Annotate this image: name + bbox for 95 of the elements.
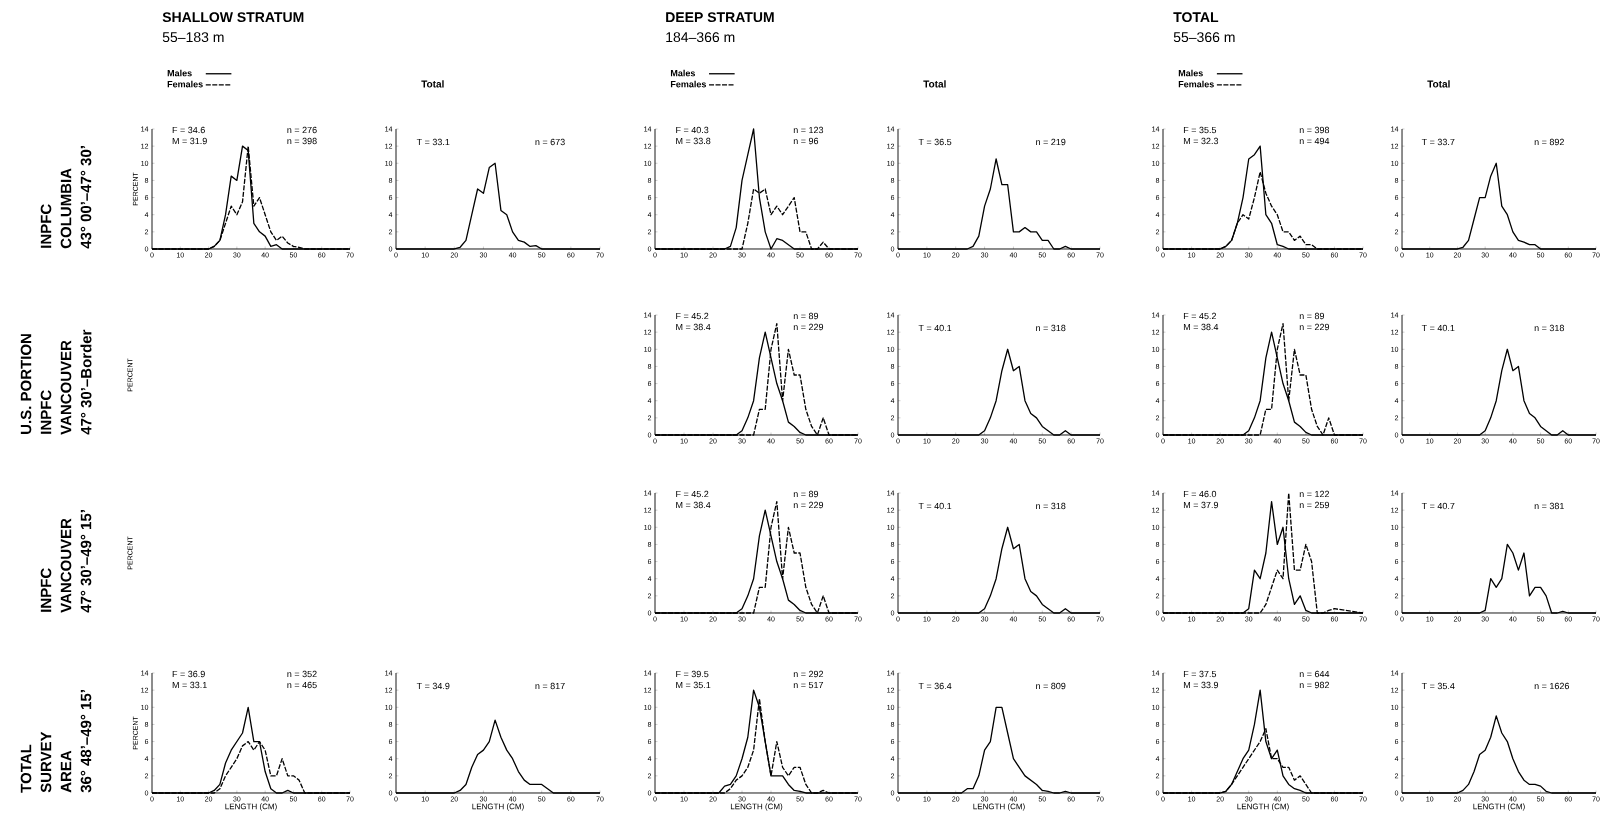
- x-axis-title: LENGTH (CM): [973, 803, 1025, 811]
- annotation: n = 96: [793, 137, 819, 145]
- annotation: M = 31.9: [172, 137, 207, 145]
- annotation: F = 39.5: [676, 670, 709, 678]
- legend-label: Males: [1178, 69, 1203, 77]
- annotation: T = 34.9: [416, 682, 450, 690]
- annotation: M = 35.1: [676, 681, 711, 689]
- annotation: F = 45.2: [676, 490, 709, 498]
- annotation: n = 219: [1036, 138, 1066, 146]
- annotation: F = 40.3: [676, 126, 709, 134]
- annotation: T = 40.7: [1421, 502, 1455, 510]
- chart-title: TOTAL: [1173, 12, 1219, 23]
- text: VANCOUVER: [60, 518, 72, 613]
- annotation: F = 35.5: [1183, 126, 1217, 134]
- text: INPFC: [40, 204, 52, 248]
- text: VANCOUVER: [60, 340, 72, 435]
- annotation: F = 46.0: [1183, 490, 1217, 498]
- chart-title: DEEP STRATUM: [666, 12, 774, 23]
- text: 47° 30’–Border: [80, 329, 92, 435]
- text: 36° 48’–49° 15’: [80, 690, 92, 793]
- text: SURVEY: [40, 731, 52, 793]
- annotation: T = 33.7: [1421, 138, 1455, 146]
- x-axis-title: LENGTH (CM): [1237, 803, 1289, 811]
- annotation: n = 276: [287, 126, 317, 134]
- annotation: T = 36.5: [918, 138, 952, 146]
- annotation: F = 37.5: [1183, 670, 1217, 678]
- annotation: n = 259: [1299, 501, 1330, 509]
- annotation: M = 32.3: [1183, 137, 1219, 145]
- annotation: n = 517: [793, 681, 824, 689]
- text: INPFC: [40, 390, 52, 434]
- annotation: n = 817: [535, 682, 565, 690]
- annotation: n = 229: [793, 501, 824, 509]
- annotation: n = 1626: [1534, 682, 1570, 690]
- x-axis-title: LENGTH (CM): [472, 803, 524, 811]
- x-axis-title: LENGTH (CM): [225, 803, 277, 811]
- annotation: n = 381: [1534, 502, 1564, 510]
- annotation: n = 229: [793, 323, 824, 331]
- chart-subtitle: 55–366 m: [1173, 32, 1235, 43]
- annotation: n = 398: [287, 137, 317, 145]
- chart-title: SHALLOW STRATUM: [162, 12, 304, 23]
- annotation: n = 123: [793, 126, 824, 134]
- annotation: T = 40.1: [918, 502, 952, 510]
- legend-label: Females: [1178, 80, 1214, 88]
- annotation: n = 809: [1036, 682, 1066, 690]
- annotation: n = 89: [793, 312, 819, 320]
- text: TOTAL: [20, 744, 32, 793]
- x-axis-title: LENGTH (CM): [1473, 803, 1525, 811]
- annotation: M = 38.4: [676, 501, 711, 509]
- annotation: M = 33.8: [676, 137, 711, 145]
- legend-label: Males: [670, 69, 696, 77]
- annotation: F = 34.6: [172, 126, 205, 134]
- annotation: F = 36.9: [172, 670, 205, 678]
- text: COLUMBIA: [60, 168, 72, 249]
- annotation: F = 45.2: [676, 312, 709, 320]
- chart-subtitle: 55–183 m: [162, 32, 224, 43]
- annotation: n = 465: [287, 681, 317, 689]
- legend-label: Males: [167, 69, 192, 77]
- text: U.S. PORTION: [20, 334, 32, 434]
- annotation: n = 398: [1299, 126, 1330, 134]
- annotation: M = 33.1: [172, 681, 207, 689]
- chart-title: Total: [923, 80, 946, 88]
- text: AREA: [60, 750, 72, 793]
- annotation: n = 292: [793, 670, 824, 678]
- annotation: n = 644: [1299, 670, 1330, 678]
- text: 47° 30’–49° 15’: [80, 510, 92, 613]
- annotation: T = 33.1: [416, 138, 450, 146]
- x-axis-title: LENGTH (CM): [730, 803, 783, 811]
- text: INPFC: [40, 568, 52, 612]
- annotation: n = 318: [1036, 324, 1066, 332]
- chart-title: Total: [421, 80, 444, 88]
- annotation: n = 229: [1299, 323, 1330, 331]
- annotation: n = 892: [1534, 138, 1564, 146]
- chart-subtitle: 184–366 m: [666, 32, 735, 43]
- annotation: T = 36.4: [918, 682, 952, 690]
- annotation: n = 122: [1299, 490, 1330, 498]
- annotation: M = 38.4: [1183, 323, 1219, 331]
- annotation: n = 673: [535, 138, 565, 146]
- annotation: T = 40.1: [918, 324, 952, 332]
- legend-label: Females: [670, 80, 707, 88]
- chart-title: Total: [1427, 80, 1450, 88]
- annotation: M = 33.9: [1183, 681, 1219, 689]
- annotation: M = 38.4: [676, 323, 711, 331]
- annotation: n = 352: [287, 670, 317, 678]
- annotation: n = 318: [1534, 324, 1564, 332]
- annotation: T = 40.1: [1421, 324, 1455, 332]
- annotation: n = 89: [793, 490, 819, 498]
- annotation: F = 45.2: [1183, 312, 1217, 320]
- annotation: M = 37.9: [1183, 501, 1219, 509]
- text: 43° 00’–47° 30’: [80, 146, 92, 249]
- legend-label: Females: [167, 80, 203, 88]
- annotation: n = 982: [1299, 681, 1330, 689]
- annotation: T = 35.4: [1421, 682, 1455, 690]
- annotation: n = 494: [1299, 137, 1330, 145]
- annotation: n = 89: [1299, 312, 1325, 320]
- annotation: n = 318: [1036, 502, 1066, 510]
